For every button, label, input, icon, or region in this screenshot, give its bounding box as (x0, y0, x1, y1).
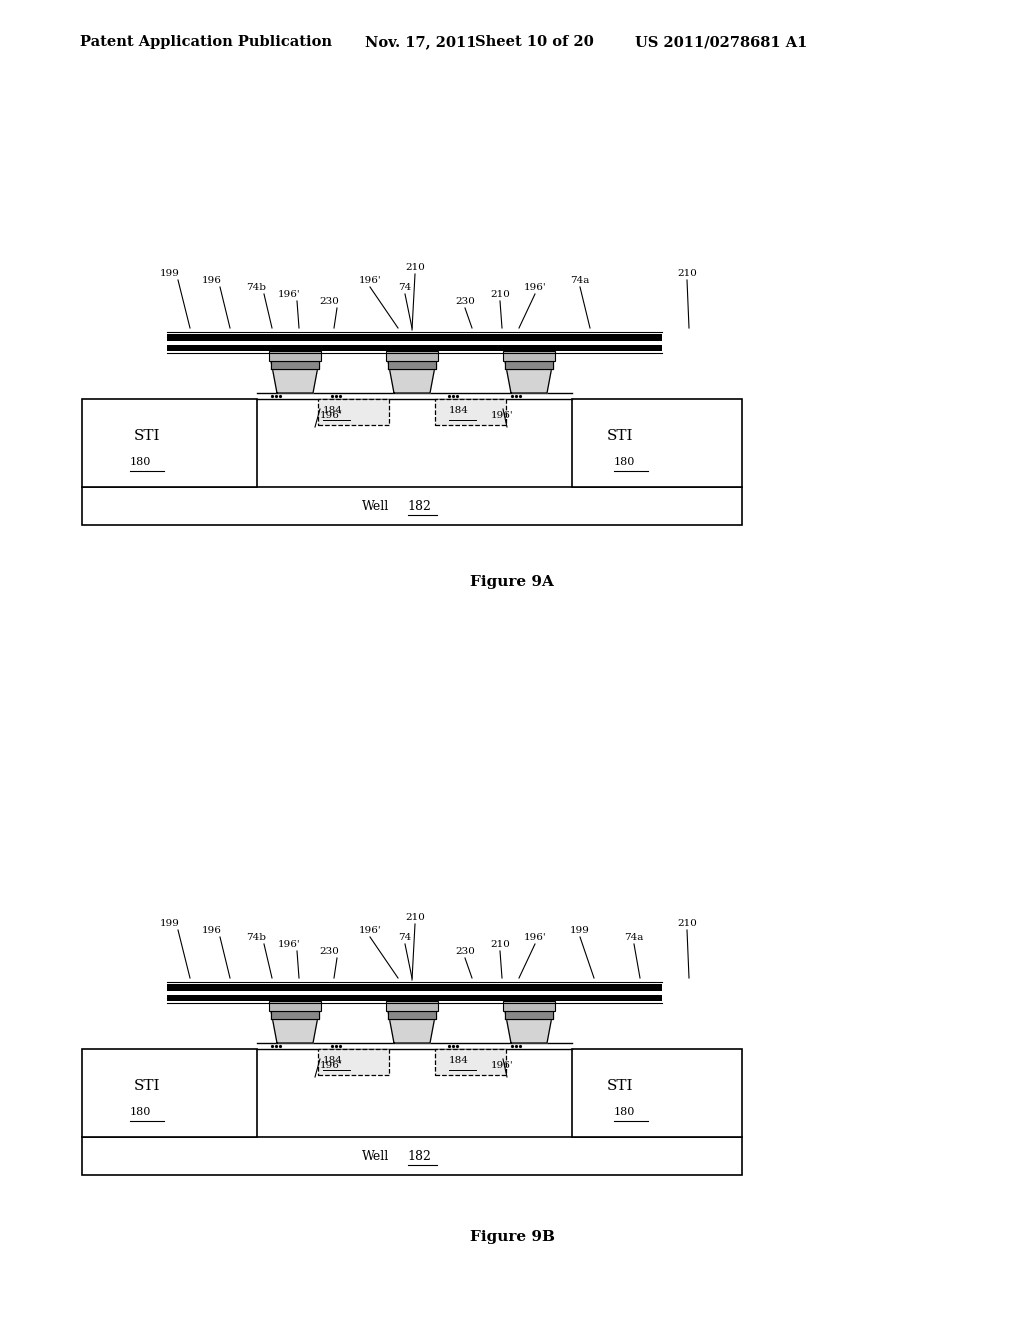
Text: 196: 196 (202, 276, 222, 285)
Polygon shape (505, 1011, 553, 1043)
Text: 196': 196' (490, 411, 514, 420)
Text: Figure 9B: Figure 9B (469, 1230, 555, 1243)
Text: 196': 196' (523, 933, 547, 942)
Text: 230: 230 (319, 297, 339, 306)
Text: STI: STI (134, 1078, 161, 1093)
Text: Figure 9A: Figure 9A (470, 576, 554, 589)
Text: 184: 184 (323, 407, 343, 416)
Polygon shape (388, 1011, 436, 1019)
Text: 196': 196' (278, 290, 300, 300)
Bar (386, 351, 438, 360)
Text: 210: 210 (490, 940, 510, 949)
Bar (503, 351, 555, 360)
Bar (318, 399, 389, 425)
Text: Well: Well (362, 1150, 389, 1163)
Text: 182: 182 (407, 499, 431, 512)
Bar (82, 399, 257, 487)
Bar (269, 1001, 321, 1011)
Bar (435, 1049, 506, 1074)
Text: STI: STI (607, 1078, 634, 1093)
Text: 196': 196' (358, 927, 381, 935)
Text: 196': 196' (319, 1060, 343, 1069)
Bar (82, 1137, 742, 1175)
Polygon shape (271, 360, 319, 393)
Polygon shape (271, 1011, 319, 1043)
Bar (435, 399, 506, 425)
Text: 196: 196 (202, 927, 222, 935)
Text: US 2011/0278681 A1: US 2011/0278681 A1 (635, 36, 807, 49)
Text: 74b: 74b (246, 933, 266, 942)
Polygon shape (271, 1011, 319, 1019)
Text: 184: 184 (323, 1056, 343, 1065)
Text: 199: 199 (160, 269, 180, 279)
Text: 74: 74 (398, 282, 412, 292)
Bar (167, 334, 662, 341)
Bar (167, 995, 662, 1001)
Bar (167, 345, 662, 351)
Text: Nov. 17, 2011: Nov. 17, 2011 (365, 36, 476, 49)
Text: 74b: 74b (246, 282, 266, 292)
Text: 74: 74 (398, 933, 412, 942)
Bar (82, 487, 742, 525)
Text: 182: 182 (407, 1150, 431, 1163)
Bar (386, 1001, 438, 1011)
Text: 210: 210 (677, 269, 697, 279)
Text: 196': 196' (319, 411, 343, 420)
Bar (572, 399, 742, 487)
Text: 199: 199 (160, 919, 180, 928)
Polygon shape (271, 360, 319, 370)
Text: 196': 196' (358, 276, 381, 285)
Text: STI: STI (134, 429, 161, 444)
Text: 74a: 74a (570, 276, 590, 285)
Text: 230: 230 (455, 946, 475, 956)
Text: 180: 180 (614, 457, 635, 467)
Polygon shape (505, 360, 553, 393)
Bar (318, 1049, 389, 1074)
Text: 184: 184 (449, 1056, 469, 1065)
Text: 180: 180 (130, 457, 152, 467)
Bar (572, 1049, 742, 1137)
Text: STI: STI (607, 429, 634, 444)
Polygon shape (505, 360, 553, 370)
Bar (167, 983, 662, 991)
Bar (269, 351, 321, 360)
Text: 196': 196' (523, 282, 547, 292)
Text: 210: 210 (490, 290, 510, 300)
Text: 210: 210 (406, 913, 425, 921)
Polygon shape (388, 360, 436, 370)
Text: 210: 210 (406, 263, 425, 272)
Polygon shape (505, 1011, 553, 1019)
Bar (82, 1049, 257, 1137)
Text: 199: 199 (570, 927, 590, 935)
Text: 180: 180 (130, 1107, 152, 1117)
Text: 180: 180 (614, 1107, 635, 1117)
Text: 230: 230 (319, 946, 339, 956)
Bar (503, 1001, 555, 1011)
Text: 184: 184 (449, 407, 469, 416)
Polygon shape (388, 1011, 436, 1043)
Text: 230: 230 (455, 297, 475, 306)
Text: 210: 210 (677, 919, 697, 928)
Text: 196': 196' (278, 940, 300, 949)
Text: Patent Application Publication: Patent Application Publication (80, 36, 332, 49)
Text: Sheet 10 of 20: Sheet 10 of 20 (475, 36, 594, 49)
Text: 74a: 74a (625, 933, 644, 942)
Text: Well: Well (362, 499, 389, 512)
Polygon shape (388, 360, 436, 393)
Text: 196': 196' (490, 1060, 514, 1069)
